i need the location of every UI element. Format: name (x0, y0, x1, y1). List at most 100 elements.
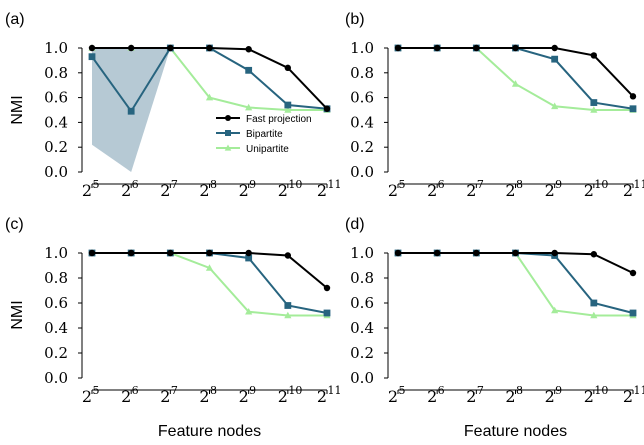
point-fast-projection (394, 249, 402, 257)
x-tick-exponent: 11 (328, 384, 342, 397)
point-unipartite (590, 106, 598, 113)
y-tick-label: 1.0 (350, 39, 374, 57)
panel-label: (a) (5, 11, 25, 28)
x-tick-label: 2 (623, 181, 633, 200)
point-fast-projection (629, 93, 637, 100)
x-tick-exponent: 5 (399, 178, 406, 191)
point-fast-projection (127, 249, 135, 257)
x-tick-exponent: 7 (477, 178, 484, 191)
x-tick-label: 2 (584, 181, 594, 200)
x-tick-label: 2 (623, 387, 633, 406)
y-tick-label: 0.0 (44, 163, 68, 181)
x-tick-label: 2 (199, 181, 209, 200)
point-bipartite (590, 299, 598, 307)
point-unipartite (284, 106, 292, 113)
y-tick-label: 1.0 (350, 244, 374, 262)
series-line-fast-projection (398, 47, 634, 98)
point-fast-projection (323, 105, 331, 112)
legend-label-fast-projection: Fast projection (246, 114, 312, 125)
x-tick-exponent: 8 (210, 178, 217, 191)
x-tick-exponent: 5 (93, 384, 100, 397)
x-tick-exponent: 6 (132, 178, 139, 191)
point-fast-projection (284, 252, 292, 259)
x-tick-label: 2 (545, 181, 555, 200)
x-tick-exponent: 5 (399, 384, 406, 397)
point-fast-projection (88, 44, 96, 52)
point-fast-projection (127, 44, 135, 52)
x-tick-exponent: 11 (634, 384, 644, 397)
y-tick-label: 1.0 (44, 39, 68, 57)
x-tick-label: 2 (160, 387, 170, 406)
point-bipartite (323, 309, 331, 317)
x-tick-label: 2 (199, 387, 209, 406)
legend: Fast projection Bipartite Unipartite (216, 114, 312, 155)
x-tick-label: 2 (121, 181, 131, 200)
panel-label: (d) (345, 216, 365, 233)
y-tick-label: 0.2 (44, 138, 68, 156)
x-tick-exponent: 10 (288, 178, 302, 191)
y-tick-label: 0.2 (350, 344, 374, 362)
legend-label-unipartite: Unipartite (246, 144, 289, 155)
x-tick-exponent: 9 (249, 384, 256, 397)
point-bipartite (245, 254, 253, 262)
x-tick-exponent: 7 (477, 384, 484, 397)
x-tick-label: 2 (121, 387, 131, 406)
x-axis-label: Feature nodes (158, 423, 261, 440)
x-tick-exponent: 6 (438, 178, 445, 191)
point-fast-projection (551, 249, 558, 257)
x-tick-label: 2 (82, 181, 92, 200)
series-line-bipartite (398, 252, 634, 314)
point-bipartite (127, 107, 135, 115)
x-tick-exponent: 10 (594, 178, 608, 191)
point-unipartite (205, 93, 214, 101)
point-bipartite (590, 99, 598, 106)
point-bipartite (88, 53, 96, 61)
point-fast-projection (206, 249, 213, 257)
y-tick-label: 0.8 (44, 269, 68, 287)
x-tick-label: 2 (388, 387, 398, 406)
point-fast-projection (206, 44, 213, 52)
legend-marker-bipartite (225, 130, 231, 136)
x-tick-exponent: 6 (438, 384, 445, 397)
point-fast-projection (473, 249, 480, 257)
point-fast-projection (245, 46, 252, 53)
x-tick-label: 2 (584, 387, 594, 406)
point-fast-projection (88, 249, 96, 257)
point-fast-projection (512, 44, 519, 52)
series-line-unipartite (398, 47, 633, 111)
y-axis-label: NMI (9, 95, 26, 124)
y-tick-label: 0.6 (350, 89, 374, 107)
point-fast-projection (433, 44, 441, 52)
x-tick-exponent: 7 (171, 384, 178, 397)
y-tick-label: 0.6 (44, 294, 68, 312)
point-bipartite (284, 101, 292, 109)
y-tick-label: 0.4 (350, 113, 374, 131)
series-line-bipartite (398, 47, 634, 110)
x-tick-exponent: 9 (555, 384, 562, 397)
x-tick-exponent: 8 (516, 178, 523, 191)
x-tick-exponent: 5 (93, 178, 100, 191)
x-tick-label: 2 (466, 387, 476, 406)
point-fast-projection (394, 44, 402, 52)
y-tick-label: 1.0 (44, 244, 68, 262)
y-tick-label: 0.8 (350, 269, 374, 287)
point-unipartite (245, 307, 253, 315)
y-tick-label: 0.4 (44, 319, 68, 337)
point-unipartite (551, 102, 559, 110)
y-tick-label: 0.2 (44, 344, 68, 362)
y-tick-label: 0.0 (350, 369, 374, 387)
legend-marker-unipartite (224, 144, 232, 151)
point-unipartite (551, 306, 559, 314)
point-fast-projection (245, 249, 252, 257)
y-tick-label: 0.8 (44, 64, 68, 82)
x-tick-label: 2 (239, 181, 249, 200)
y-tick-label: 0.0 (350, 163, 374, 181)
x-tick-exponent: 7 (171, 178, 178, 191)
point-unipartite (245, 103, 253, 111)
point-unipartite (284, 311, 292, 319)
x-tick-label: 2 (239, 387, 249, 406)
x-tick-label: 2 (427, 387, 437, 406)
